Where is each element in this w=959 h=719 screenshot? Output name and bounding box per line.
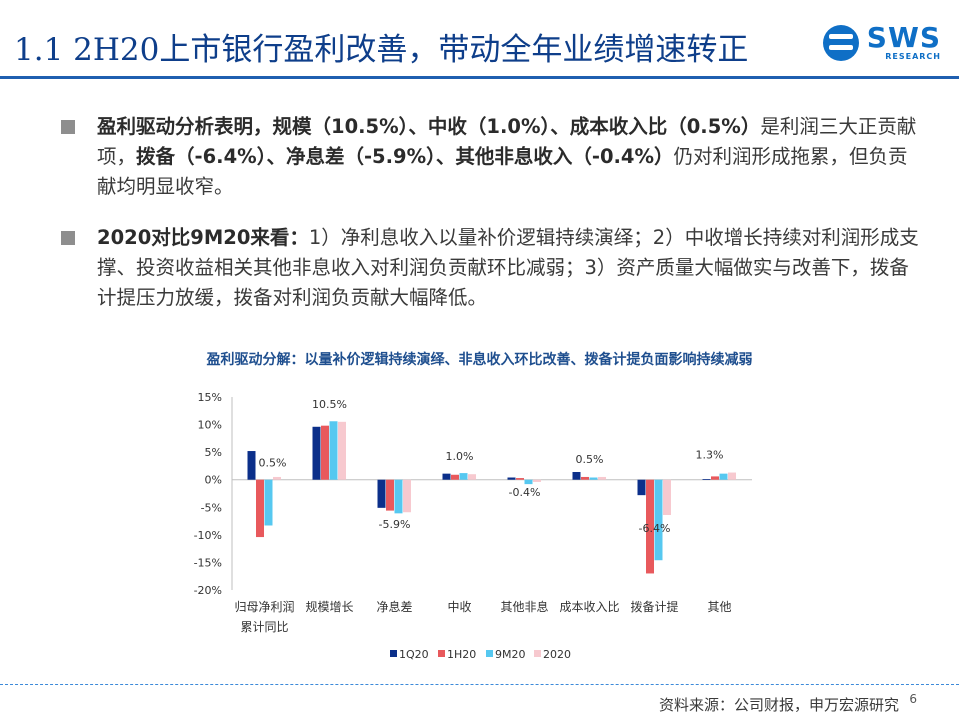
bar-chart: 15% 10% 5% 0% -5% -10% -15% -20% 0.5% 10.5% -5.9% 1… bbox=[194, 391, 752, 661]
data-label: -5.9% bbox=[379, 518, 411, 531]
bar bbox=[468, 474, 476, 480]
bar bbox=[572, 471, 581, 480]
chart-title: 盈利驱动分解：以量补价逻辑持续演绎、非息收入环比改善、拨备计提负面影响持续减弱 bbox=[206, 352, 753, 368]
y-tick-label: -5% bbox=[201, 501, 222, 514]
bullet-item: 盈利驱动分析表明，规模（10.5%）、中收（1.0%）、成本收入比（0.5%）是… bbox=[55, 112, 925, 202]
y-tick-label: -10% bbox=[194, 529, 222, 542]
bar bbox=[533, 479, 541, 482]
legend-label: 2020 bbox=[543, 648, 571, 661]
legend-label: 9M20 bbox=[495, 648, 526, 661]
bar bbox=[459, 473, 468, 480]
data-label: 0.5% bbox=[576, 453, 604, 466]
bar bbox=[247, 451, 256, 480]
bullet-text: 仍对利润形成拖累，但负贡献均明显收窄。 bbox=[97, 145, 908, 198]
bar bbox=[312, 426, 321, 480]
source-note: 资料来源：公司财报，申万宏源研究 bbox=[658, 696, 899, 714]
x-tick-label: 拨备计提 bbox=[630, 599, 678, 614]
bar bbox=[581, 476, 589, 480]
x-tick-label: 累计同比 bbox=[240, 620, 288, 634]
bar bbox=[329, 421, 338, 480]
legend-swatch bbox=[438, 650, 445, 657]
bullet-square-icon bbox=[61, 120, 75, 134]
bar bbox=[711, 476, 719, 480]
data-label: -6.4% bbox=[639, 522, 671, 535]
bar bbox=[264, 479, 273, 526]
x-tick-label: 中收 bbox=[447, 599, 471, 614]
bar bbox=[646, 479, 654, 574]
bar bbox=[442, 473, 451, 480]
bar bbox=[654, 479, 663, 561]
bar bbox=[338, 421, 346, 480]
bar bbox=[702, 479, 711, 480]
bar bbox=[637, 479, 646, 496]
y-tick-label: 15% bbox=[198, 391, 222, 404]
y-tick-label: 10% bbox=[198, 419, 222, 432]
data-label: 1.3% bbox=[696, 449, 724, 462]
bar bbox=[273, 476, 281, 480]
x-tick-label: 成本收入比 bbox=[559, 600, 619, 614]
legend-label: 1H20 bbox=[447, 648, 476, 661]
bullet-text: 1）净利息收入以量补价逻辑持续演绎；2）中收增长持续对利润形成支撑、投资收益相关… bbox=[97, 226, 919, 309]
bullet-bold: 2020对比9M20来看： bbox=[97, 226, 309, 249]
data-label: -0.4% bbox=[509, 486, 541, 499]
x-tick-label: 规模增长 bbox=[305, 599, 353, 614]
y-tick-label: -15% bbox=[194, 556, 222, 569]
legend-swatch bbox=[390, 650, 397, 657]
legend-label: 1Q20 bbox=[399, 648, 429, 661]
bar bbox=[719, 473, 728, 480]
bar bbox=[516, 478, 524, 480]
page-title: 1.1 2H20上市银行盈利改善，带动全年业绩增速转正 bbox=[14, 32, 749, 68]
sws-logo-icon bbox=[822, 24, 859, 61]
bullet-list: 盈利驱动分析表明，规模（10.5%）、中收（1.0%）、成本收入比（0.5%）是… bbox=[55, 112, 925, 334]
bar bbox=[256, 479, 264, 538]
x-tick-label: 净息差 bbox=[376, 599, 412, 614]
bar bbox=[321, 425, 329, 480]
x-tick-label: 其他 bbox=[707, 600, 731, 614]
y-tick-label: 5% bbox=[205, 446, 222, 459]
header: 1.1 2H20上市银行盈利改善，带动全年业绩增速转正 SWS RESEARCH bbox=[0, 0, 959, 90]
bar bbox=[451, 474, 459, 480]
legend-swatch bbox=[534, 650, 541, 657]
bullet-item: 2020对比9M20来看：1）净利息收入以量补价逻辑持续演绎；2）中收增长持续对… bbox=[55, 223, 925, 313]
bar bbox=[728, 472, 736, 480]
bullet-bold: 盈利驱动分析表明，规模（10.5%）、中收（1.0%）、成本收入比（0.5%） bbox=[97, 115, 761, 138]
bar bbox=[598, 476, 606, 480]
legend-swatch bbox=[486, 650, 493, 657]
header-divider bbox=[0, 76, 959, 79]
x-tick-label: 归母净利润 bbox=[234, 600, 294, 614]
bar bbox=[377, 479, 386, 508]
bar bbox=[507, 477, 516, 480]
logo-sub-text: RESEARCH bbox=[885, 52, 941, 61]
bullet-text: 是利润三大正贡献项， bbox=[97, 115, 917, 168]
bar bbox=[663, 479, 671, 516]
bar bbox=[589, 477, 598, 480]
logo-main-text: SWS bbox=[866, 21, 941, 54]
sws-logo: SWS RESEARCH bbox=[822, 24, 941, 61]
data-label: 0.5% bbox=[259, 457, 287, 470]
bullet-bold: 拨备（-6.4%）、净息差（-5.9%）、其他非息收入（-0.4%） bbox=[136, 145, 674, 168]
page-number: 6 bbox=[909, 692, 917, 706]
bar bbox=[386, 479, 394, 511]
y-tick-label: -20% bbox=[194, 584, 222, 597]
footer-divider bbox=[0, 684, 959, 686]
x-tick-label: 其他非息 bbox=[500, 599, 548, 614]
logo-text: SWS RESEARCH bbox=[867, 24, 941, 61]
data-label: 10.5% bbox=[312, 398, 347, 411]
data-label: 1.0% bbox=[446, 450, 474, 463]
bar bbox=[394, 479, 403, 514]
bar bbox=[403, 479, 411, 513]
y-tick-label: 0% bbox=[205, 474, 222, 487]
bullet-square-icon bbox=[61, 231, 75, 245]
bar bbox=[524, 479, 533, 485]
